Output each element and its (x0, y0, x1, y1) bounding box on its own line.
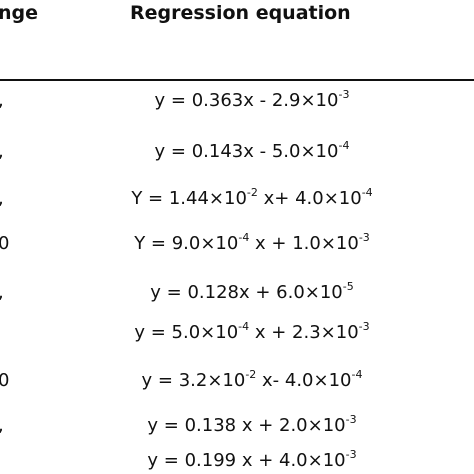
regression-equation-cell: y = 0.138 x + 2.0×10-3 (147, 413, 357, 436)
table-row: y = 0.199 x + 4.0×10-3 (0, 446, 474, 474)
table-row: 0 y = 3.2×10-2 x- 4.0×10-4 (0, 366, 474, 396)
table-row: , y = 0.363x - 2.9×10-3 (0, 86, 474, 116)
regression-equation-cell: y = 0.363x - 2.9×10-3 (154, 88, 350, 111)
range-cell: 0 (0, 370, 10, 391)
range-cell: , (0, 278, 4, 308)
table-row: 0 Y = 9.0×10-4 x + 1.0×10-3 (0, 229, 474, 259)
regression-equation-column-header: Regression equation (130, 2, 351, 24)
regression-equation-cell: y = 5.0×10-4 x + 2.3×10-3 (134, 320, 370, 343)
table-row: , y = 0.138 x + 2.0×10-3 (0, 411, 474, 441)
range-cell: , (0, 86, 4, 116)
header-divider (0, 79, 474, 81)
regression-equation-cell: Y = 1.44×10-2 x+ 4.0×10-4 (131, 186, 373, 209)
regression-equation-cell: y = 0.143x - 5.0×10-4 (154, 139, 350, 162)
range-cell: , (0, 411, 4, 441)
regression-equation-cell: y = 0.128x + 6.0×10-5 (150, 280, 354, 303)
regression-equation-cell: y = 3.2×10-2 x- 4.0×10-4 (141, 368, 363, 391)
table-row: , Y = 1.44×10-2 x+ 4.0×10-4 (0, 184, 474, 214)
regression-equation-cell: Y = 9.0×10-4 x + 1.0×10-3 (134, 231, 370, 254)
range-cell: , (0, 137, 4, 167)
range-column-header: nge (0, 2, 39, 24)
table-row: y = 5.0×10-4 x + 2.3×10-3 (0, 318, 474, 348)
table-row: , y = 0.128x + 6.0×10-5 (0, 278, 474, 308)
regression-equation-cell: y = 0.199 x + 4.0×10-3 (147, 448, 357, 471)
table-row: , y = 0.143x - 5.0×10-4 (0, 137, 474, 167)
range-cell: , (0, 184, 4, 214)
range-cell: 0 (0, 233, 10, 254)
